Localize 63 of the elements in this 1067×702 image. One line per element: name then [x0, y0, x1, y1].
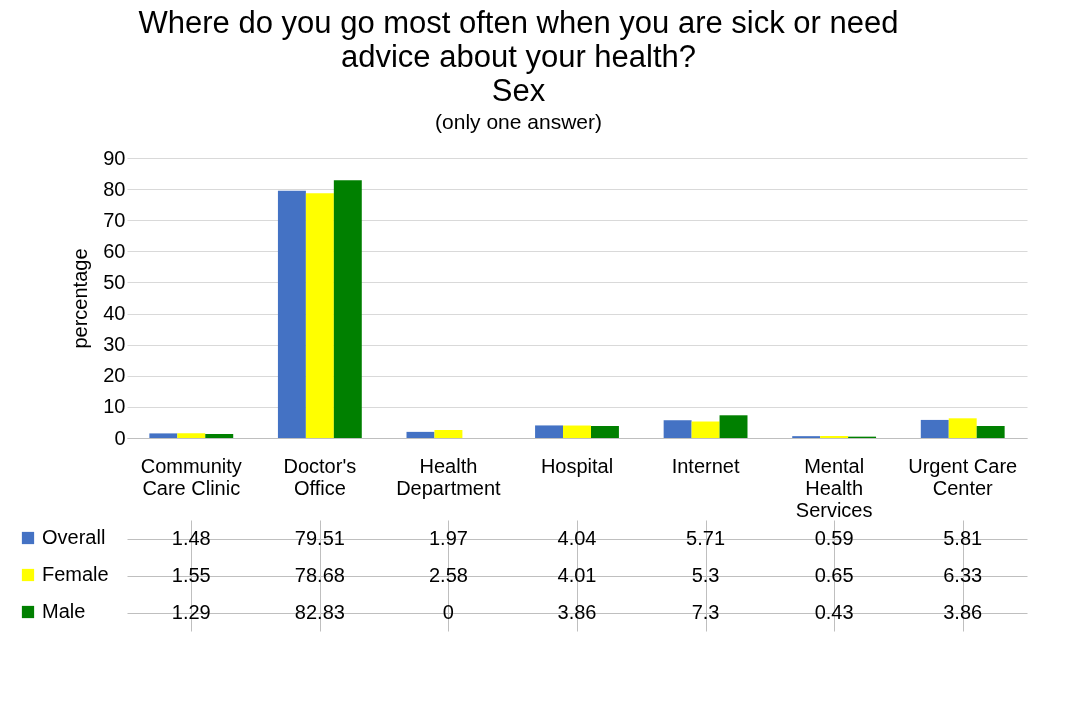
data-label: 1.55 [171, 563, 211, 586]
data-label: 4.01 [557, 563, 597, 586]
bar [333, 180, 362, 438]
data-label: 79.51 [294, 526, 345, 549]
bar [205, 433, 234, 438]
data-label: 78.68 [294, 563, 345, 586]
x-tick-label: Mental Health Services [795, 454, 873, 521]
x-tick-label: Internet [671, 454, 740, 477]
chart-subtitle: Sex [491, 73, 546, 108]
bar [948, 418, 977, 438]
data-label: 3.86 [557, 600, 597, 623]
y-tick-label: 10 [103, 395, 126, 418]
y-tick-label: 40 [103, 302, 126, 325]
bar [434, 429, 463, 438]
data-label: 0.65 [814, 563, 854, 586]
data-label: 7.3 [691, 600, 720, 623]
bar [305, 193, 334, 438]
text: (only one answer) [435, 110, 602, 133]
chart-title: Where do you go most often when you are sick or need advice about your health? [138, 5, 899, 74]
y-axis-title: percentage [69, 248, 92, 349]
x-tick-label: Hospital [540, 454, 614, 477]
bar [920, 419, 949, 438]
data-label: 4.04 [557, 526, 597, 549]
y-tick-label: 70 [103, 208, 126, 231]
bar [691, 421, 720, 438]
data-label: 0 [442, 600, 454, 623]
x-tick-label: Community Care Clinic [140, 454, 242, 499]
bar [177, 433, 206, 438]
bar [149, 433, 178, 438]
bar [277, 190, 306, 438]
y-tick-label: 0 [114, 426, 126, 449]
data-label: 6.33 [943, 563, 983, 586]
bar [663, 420, 692, 438]
y-tick-label: 60 [103, 239, 126, 262]
bar [820, 435, 849, 438]
bar [563, 425, 591, 438]
data-label: 3.86 [943, 600, 983, 623]
data-label: 5.81 [943, 526, 983, 549]
bar [976, 425, 1005, 438]
bar [406, 431, 435, 438]
y-tick-label: 90 [103, 146, 126, 169]
data-label: 2.58 [428, 563, 468, 586]
y-tick-label: 20 [103, 364, 126, 387]
legend-label: Overall [42, 526, 106, 548]
x-tick-label: Urgent Care Center [908, 454, 1018, 499]
x-tick-label: Doctor's Office [283, 454, 357, 499]
y-tick-label: 50 [103, 270, 126, 293]
legend-label: Female [42, 563, 109, 585]
data-label: 5.71 [686, 526, 726, 549]
legend-label: Male [42, 600, 86, 622]
data-label: 0.59 [814, 526, 854, 549]
data-label: 1.29 [171, 600, 211, 623]
data-label: 1.48 [171, 526, 211, 549]
x-tick-label: Health Department [396, 454, 502, 499]
data-label: 1.97 [428, 526, 468, 549]
data-label: 5.3 [691, 563, 720, 586]
bar [719, 415, 748, 438]
y-tick-label: 80 [103, 177, 126, 200]
data-label: 0.43 [814, 600, 854, 623]
data-label: 82.83 [294, 600, 345, 623]
y-tick-label: 30 [103, 333, 126, 356]
bar [590, 425, 619, 438]
bar [535, 425, 564, 438]
